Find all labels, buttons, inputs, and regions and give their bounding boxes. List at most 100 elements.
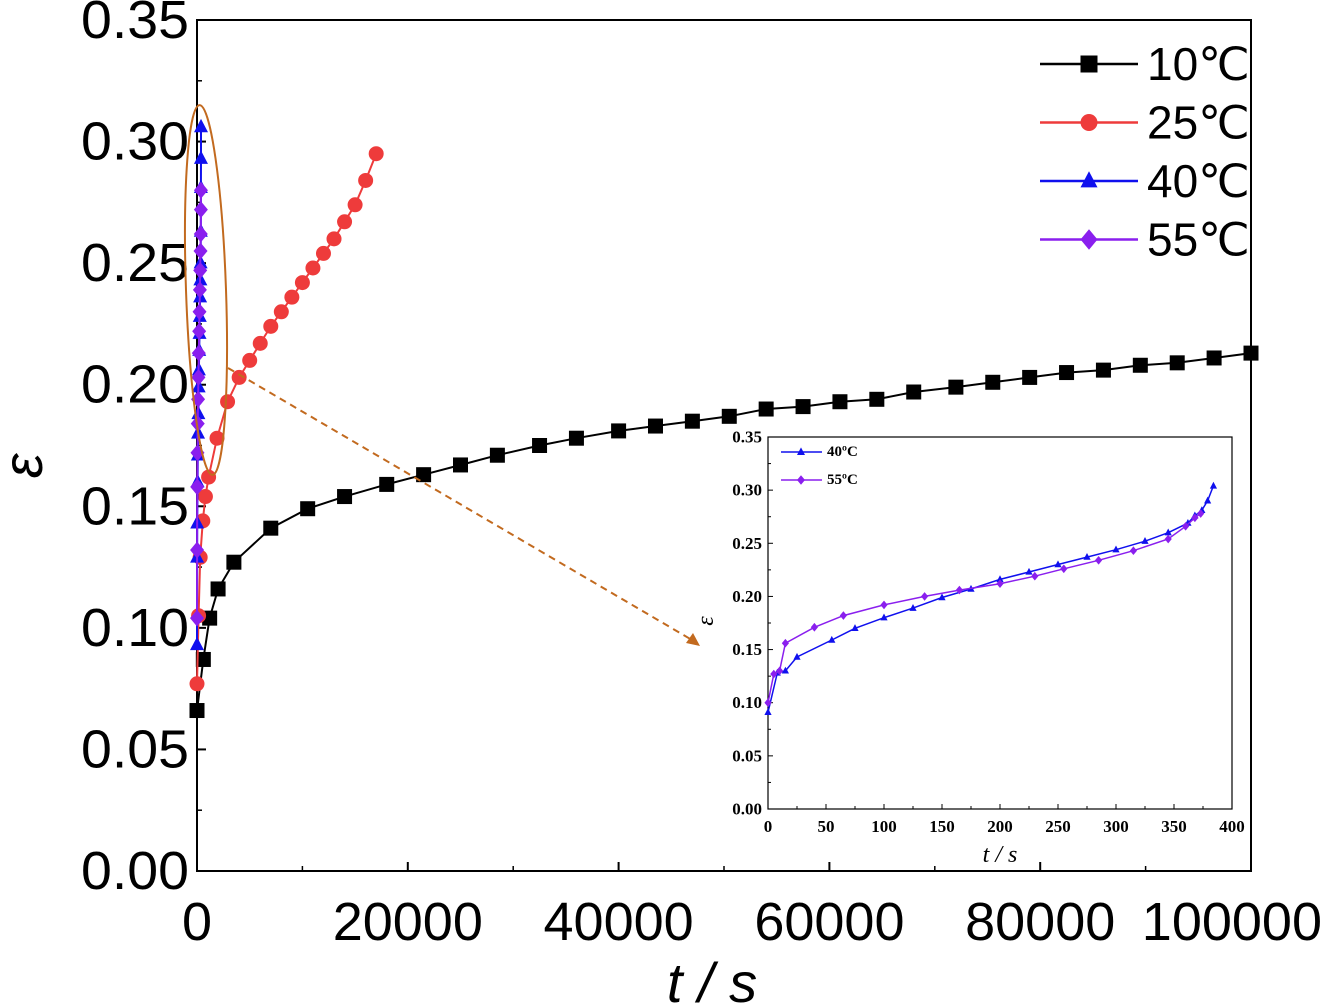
data-point: [647, 418, 663, 434]
inset-y-tick-label: 0.25: [732, 534, 762, 553]
inset-series-1: [764, 509, 1205, 708]
y-tick-label: 0.30: [81, 112, 189, 172]
data-point: [190, 478, 205, 496]
data-point: [1169, 355, 1185, 371]
inset-data-point: [909, 603, 917, 611]
inset-data-point: [921, 592, 929, 601]
data-point: [453, 457, 468, 473]
data-point: [1095, 362, 1111, 378]
data-point: [284, 289, 300, 305]
data-point: [252, 335, 268, 351]
data-point: [1022, 369, 1038, 385]
legend-marker: [1080, 171, 1098, 188]
inset-data-point: [810, 622, 818, 632]
inset-data-point: [880, 600, 888, 610]
y-tick-label: 0.10: [81, 598, 189, 658]
inset-series-0: [764, 481, 1218, 715]
data-point: [193, 201, 208, 219]
data-point: [263, 520, 279, 536]
data-point: [191, 344, 206, 362]
inset-data-point: [996, 575, 1004, 583]
data-point: [209, 430, 225, 446]
data-point: [795, 399, 811, 415]
inset-x-tick-label: 150: [929, 817, 955, 836]
data-point: [347, 197, 363, 213]
data-point: [190, 609, 204, 627]
inset-y-axis-title: ε: [693, 616, 719, 626]
data-point: [263, 318, 279, 334]
y-axis-title: ε: [0, 452, 54, 478]
data-point: [192, 322, 207, 340]
inset-y-tick-label: 0.30: [732, 481, 762, 500]
data-point: [1243, 345, 1259, 361]
inset-y-tick-label: 0.35: [732, 428, 762, 447]
data-point: [1132, 357, 1148, 373]
data-point: [226, 554, 242, 570]
inset-data-point: [764, 698, 772, 708]
data-point: [869, 391, 885, 407]
inset-data-point: [793, 652, 801, 660]
data-point: [305, 260, 321, 276]
data-point: [220, 394, 236, 410]
legend-label: 55℃: [1147, 214, 1250, 266]
data-point: [193, 150, 208, 164]
inset-data-point: [1141, 537, 1149, 544]
inset-x-tick-label: 300: [1103, 817, 1129, 836]
legend-marker: [1080, 114, 1098, 131]
legend-marker: [1080, 229, 1098, 250]
inset-x-axis-title: t / s: [983, 842, 1018, 868]
x-tick-label: 60000: [754, 892, 904, 952]
inset-data-point: [1209, 481, 1218, 489]
inset-data-point: [1054, 560, 1062, 568]
legend-marker: [1080, 55, 1098, 73]
x-tick-label: 80000: [965, 892, 1115, 952]
y-tick-label: 0.20: [81, 355, 189, 415]
inset-plot: 0.00 0.05 0.10 0.15 0.20 0.25 0.30 0.35 0 50 100 15…: [693, 428, 1245, 869]
inset-data-point: [1204, 496, 1212, 504]
inset-data-point: [781, 638, 789, 648]
data-point: [191, 369, 206, 386]
inset-data-point: [1060, 564, 1068, 574]
inset-y-tick-label: 0.10: [732, 693, 762, 712]
data-point: [300, 501, 316, 517]
x-axis-title: t / s: [667, 951, 757, 1007]
inset-data-point: [781, 666, 789, 674]
y-tick-label: 0.05: [81, 719, 189, 779]
data-point: [231, 369, 247, 385]
data-point: [489, 447, 505, 463]
legend-label: 40℃: [1147, 155, 1250, 207]
inset-x-tick-label: 50: [818, 817, 835, 836]
data-point: [242, 352, 258, 368]
inset-y-tick-label: 0.00: [732, 800, 762, 819]
inset-data-point: [880, 613, 888, 621]
inset-y-tick-label: 0.05: [732, 746, 762, 765]
x-tick-label: 100000: [1142, 892, 1322, 952]
inset-data-point: [764, 708, 772, 715]
inset-y-tick-label: 0.15: [732, 640, 762, 659]
data-point: [194, 118, 209, 133]
data-point: [193, 181, 208, 199]
data-point: [532, 438, 548, 453]
inset-x-tick-label: 350: [1161, 817, 1187, 836]
data-point: [193, 242, 208, 260]
inset-data-point: [955, 585, 963, 595]
data-point: [193, 225, 208, 243]
data-point: [1206, 350, 1222, 366]
y-tick-label: 0.25: [81, 233, 189, 293]
zoom-arrow-line: [227, 367, 693, 641]
inset-background: [767, 437, 1232, 809]
inset-data-point: [770, 669, 778, 679]
x-tick-label: 20000: [333, 892, 483, 952]
inset-data-point: [996, 579, 1004, 588]
data-point: [721, 408, 737, 424]
data-point: [568, 430, 584, 446]
inset-y-tick-label: 0.20: [732, 587, 762, 606]
inset-data-point: [851, 624, 859, 632]
inset-x-tick-label: 0: [764, 817, 773, 836]
data-point: [985, 374, 1001, 390]
data-point: [201, 469, 217, 485]
data-point: [337, 214, 353, 230]
x-tick-label: 0: [182, 892, 212, 952]
